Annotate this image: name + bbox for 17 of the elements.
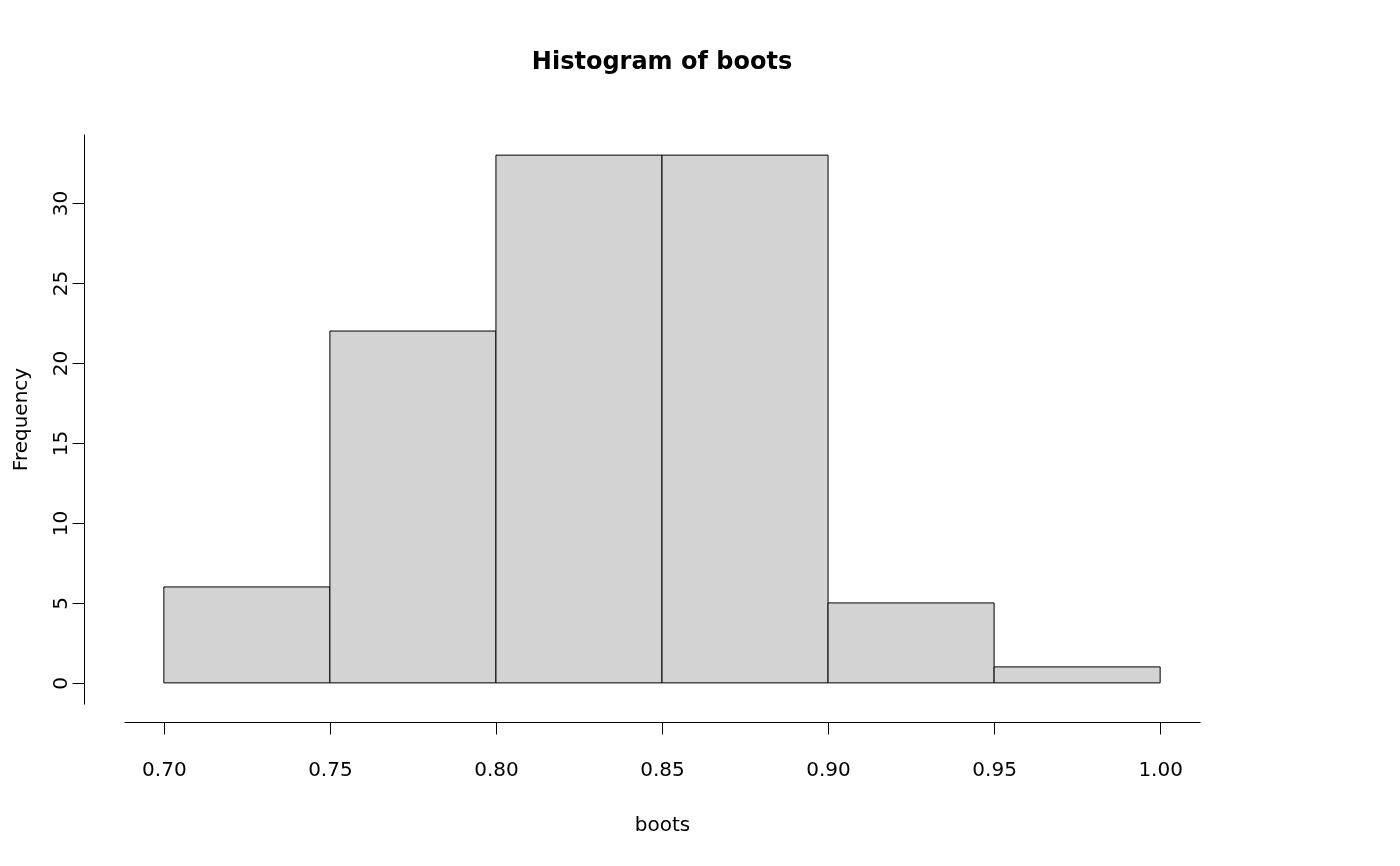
x-axis-title: boots <box>634 811 691 836</box>
y-tick-label: 15 <box>47 430 72 457</box>
y-tick-label: 25 <box>47 270 72 297</box>
x-tick-label: 0.95 <box>972 756 1017 781</box>
y-tick-label: 20 <box>47 350 72 377</box>
x-tick-label: 0.85 <box>640 756 685 781</box>
x-tick-label: 0.80 <box>474 756 519 781</box>
x-tick-label: 0.90 <box>806 756 851 781</box>
x-tick-label: 0.70 <box>142 756 187 781</box>
y-axis-title: Frequency <box>7 367 32 472</box>
x-tick-label: 1.00 <box>1138 756 1183 781</box>
y-tick-label: 5 <box>47 597 72 610</box>
x-tick-label: 0.75 <box>308 756 353 781</box>
y-tick-label: 0 <box>47 677 72 690</box>
chart-title: Histogram of boots <box>531 47 793 75</box>
y-tick-label: 30 <box>47 190 72 217</box>
y-tick-label: 10 <box>47 510 72 537</box>
